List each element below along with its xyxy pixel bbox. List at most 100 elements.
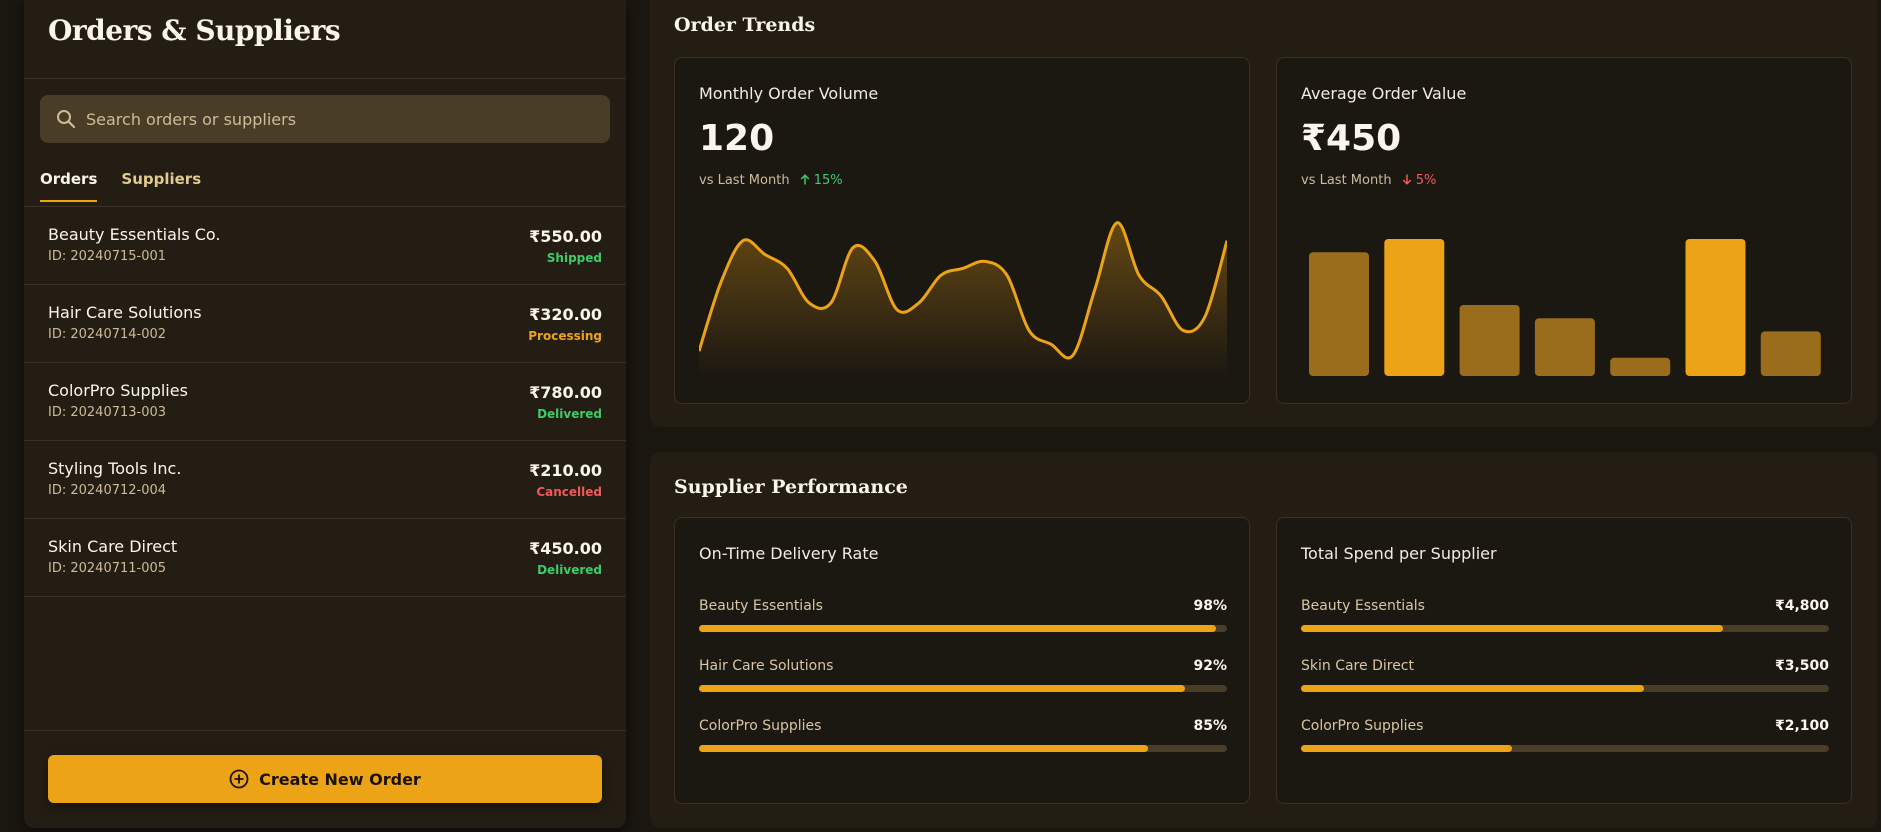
order-amount: ₹320.00 (529, 305, 602, 324)
status-badge: Shipped (546, 251, 602, 265)
progress-fill (1301, 685, 1645, 692)
progress-track (1301, 685, 1829, 692)
card-title: Total Spend per Supplier (1301, 544, 1497, 563)
supplier-label: ColorPro Supplies (699, 718, 822, 734)
kpi-compare: vs Last Month 15% (699, 173, 843, 188)
tab-orders[interactable]: Orders (40, 170, 98, 202)
card-title: Monthly Order Volume (699, 84, 879, 103)
progress-fill (699, 625, 1217, 632)
supplier-label: Hair Care Solutions (699, 658, 834, 674)
total-spend-card: Total Spend per Supplier Beauty Essentia… (1276, 517, 1852, 804)
order-row[interactable]: Styling Tools Inc. ID: 20240712-004 ₹210… (24, 441, 626, 519)
spend-row: Beauty Essentials ₹4,800 (1301, 598, 1829, 632)
footer-divider (24, 730, 626, 731)
progress-fill (1301, 745, 1513, 752)
progress-track (1301, 745, 1829, 752)
order-row[interactable]: ColorPro Supplies ID: 20240713-003 ₹780.… (24, 363, 626, 441)
rate-value: 92% (1193, 658, 1227, 674)
order-supplier-name: Skin Care Direct (48, 537, 178, 556)
delivery-row: ColorPro Supplies 85% (699, 718, 1227, 752)
order-id: ID: 20240714-002 (48, 327, 167, 342)
bar (1610, 357, 1671, 376)
progress-track (699, 685, 1227, 692)
area-fill (699, 222, 1227, 378)
change-down: 5% (1402, 173, 1437, 188)
supplier-performance-panel: Supplier Performance On-Time Delivery Ra… (650, 452, 1877, 828)
page-title: Orders & Suppliers (48, 14, 341, 47)
order-id: ID: 20240715-001 (48, 249, 167, 264)
bar (1685, 239, 1746, 376)
bar (1534, 318, 1595, 376)
supplier-label: Beauty Essentials (699, 598, 823, 614)
order-supplier-name: Styling Tools Inc. (48, 459, 182, 478)
on-time-delivery-card: On-Time Delivery Rate Beauty Essentials … (674, 517, 1250, 804)
order-supplier-name: Beauty Essentials Co. (48, 225, 221, 244)
progress-fill (699, 685, 1185, 692)
order-volume-area-chart (699, 221, 1227, 378)
supplier-label: Skin Care Direct (1301, 658, 1414, 674)
kpi-value: ₹450 (1301, 118, 1402, 159)
delivery-row: Hair Care Solutions 92% (699, 658, 1227, 692)
compare-label: vs Last Month (699, 173, 790, 188)
card-title: Average Order Value (1301, 84, 1467, 103)
order-id: ID: 20240711-005 (48, 561, 167, 576)
status-badge: Cancelled (536, 485, 602, 499)
arrow-down-icon (1402, 174, 1411, 185)
arrow-up-icon (800, 174, 809, 185)
spend-row: Skin Care Direct ₹3,500 (1301, 658, 1829, 692)
order-amount: ₹550.00 (529, 227, 602, 246)
spend-value: ₹3,500 (1774, 658, 1829, 674)
status-badge: Processing (528, 329, 602, 343)
search-box[interactable] (40, 95, 610, 143)
order-amount: ₹450.00 (529, 539, 602, 558)
spend-value: ₹4,800 (1774, 598, 1829, 614)
tab-bar: Orders Suppliers (40, 170, 201, 202)
progress-fill (699, 745, 1148, 752)
order-trends-panel: Order Trends Monthly Order Volume 120 vs… (650, 0, 1877, 427)
change-up: 15% (800, 173, 843, 188)
search-icon (57, 110, 76, 129)
progress-track (699, 625, 1227, 632)
bar (1760, 331, 1821, 376)
order-id: ID: 20240712-004 (48, 483, 167, 498)
kpi-compare: vs Last Month 5% (1301, 173, 1436, 188)
create-order-label: Create New Order (259, 769, 421, 789)
section-title-performance: Supplier Performance (674, 476, 908, 498)
sidebar-header: Orders & Suppliers (24, 0, 626, 79)
supplier-label: Beauty Essentials (1301, 598, 1425, 614)
series-line (699, 221, 1227, 360)
orders-sidebar: Orders & Suppliers Orders Suppliers Beau… (24, 0, 626, 828)
status-badge: Delivered (537, 407, 602, 421)
status-badge: Delivered (537, 563, 602, 577)
order-row[interactable]: Beauty Essentials Co. ID: 20240715-001 ₹… (24, 207, 626, 285)
progress-track (699, 745, 1227, 752)
rate-value: 85% (1193, 718, 1227, 734)
order-row[interactable]: Skin Care Direct ID: 20240711-005 ₹450.0… (24, 519, 626, 597)
change-value: 5% (1415, 173, 1437, 188)
tab-suppliers[interactable]: Suppliers (121, 170, 202, 188)
progress-fill (1301, 625, 1724, 632)
rate-value: 98% (1193, 598, 1227, 614)
order-supplier-name: Hair Care Solutions (48, 303, 202, 322)
average-order-value-bar-chart (1309, 239, 1821, 376)
kpi-value: 120 (699, 118, 775, 159)
spend-row: ColorPro Supplies ₹2,100 (1301, 718, 1829, 752)
plus-circle-icon (229, 769, 249, 789)
bar (1384, 239, 1445, 376)
supplier-label: ColorPro Supplies (1301, 718, 1424, 734)
create-order-button[interactable]: Create New Order (48, 755, 602, 803)
progress-track (1301, 625, 1829, 632)
orders-list: Beauty Essentials Co. ID: 20240715-001 ₹… (24, 207, 626, 597)
compare-label: vs Last Month (1301, 173, 1392, 188)
change-value: 15% (813, 173, 843, 188)
delivery-row: Beauty Essentials 98% (699, 598, 1227, 632)
search-input[interactable] (86, 109, 586, 129)
order-row[interactable]: Hair Care Solutions ID: 20240714-002 ₹32… (24, 285, 626, 363)
order-amount: ₹210.00 (529, 461, 602, 480)
bar (1459, 305, 1520, 376)
order-id: ID: 20240713-003 (48, 405, 167, 420)
average-order-value-card: Average Order Value ₹450 vs Last Month 5… (1276, 57, 1852, 404)
card-title: On-Time Delivery Rate (699, 544, 879, 563)
section-title-trends: Order Trends (674, 14, 816, 36)
order-amount: ₹780.00 (529, 383, 602, 402)
